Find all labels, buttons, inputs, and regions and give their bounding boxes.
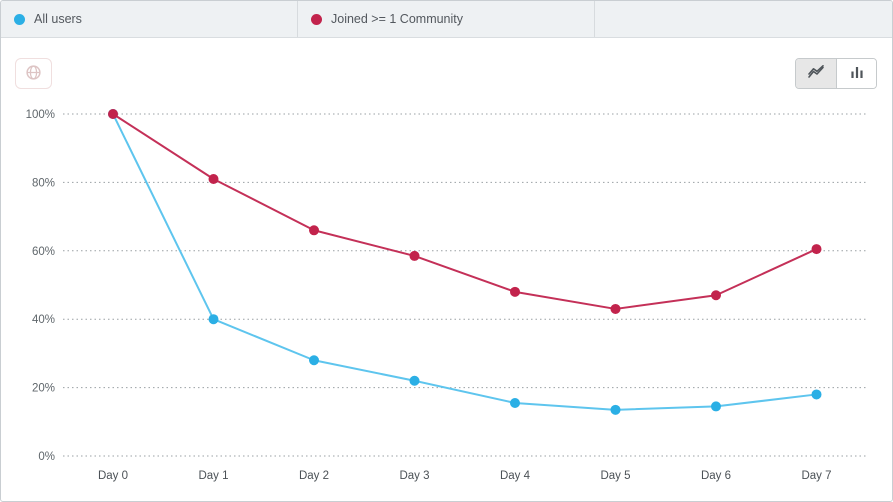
series-line (112, 113, 818, 411)
chart-type-toggle (795, 58, 877, 89)
legend-item-joined-community[interactable]: Joined >= 1 Community (298, 1, 595, 37)
y-tick-label: 0% (38, 451, 55, 463)
data-point[interactable] (711, 290, 721, 301)
globe-button[interactable] (15, 58, 52, 89)
data-point[interactable] (309, 355, 319, 366)
bar-chart-toggle-button[interactable] (836, 59, 876, 88)
globe-icon (25, 64, 42, 84)
data-point[interactable] (510, 286, 520, 297)
data-point[interactable] (208, 314, 219, 325)
data-point[interactable] (811, 244, 822, 255)
data-point[interactable] (409, 375, 420, 386)
legend-item-all-users[interactable]: All users (1, 1, 298, 37)
x-tick-label: Day 0 (98, 470, 128, 482)
legend-item-label: All users (34, 12, 82, 26)
x-tick-label: Day 5 (600, 470, 630, 482)
x-tick-label: Day 6 (701, 470, 731, 482)
data-point[interactable] (309, 225, 319, 236)
y-tick-label: 40% (32, 314, 55, 326)
data-point[interactable] (510, 397, 520, 408)
data-point[interactable] (711, 401, 721, 412)
retention-line-chart[interactable]: 100% 80% 60% 40% 20% 0% Day 0 Day 1 Day 2 Day 3 Da… (1, 38, 893, 502)
series-color-dot (311, 13, 322, 25)
data-point[interactable] (208, 173, 219, 184)
data-point[interactable] (610, 404, 621, 415)
bar-chart-icon (849, 65, 865, 82)
x-tick-label: Day 2 (299, 470, 329, 482)
x-tick-label: Day 1 (198, 470, 228, 482)
series-line (112, 113, 818, 310)
x-tick-label: Day 4 (500, 470, 531, 482)
data-point[interactable] (811, 389, 822, 400)
series-color-dot (14, 13, 25, 25)
y-tick-label: 20% (32, 383, 55, 395)
y-tick-label: 80% (32, 177, 55, 189)
x-tick-label: Day 7 (801, 470, 831, 482)
y-tick-label: 100% (26, 109, 55, 121)
line-chart-toggle-button[interactable] (796, 59, 836, 88)
x-tick-label: Day 3 (399, 470, 429, 482)
data-point[interactable] (409, 250, 420, 261)
legend-cell-empty (595, 1, 892, 37)
y-tick-label: 60% (32, 246, 55, 258)
legend-bar: All users Joined >= 1 Community (1, 1, 892, 38)
data-point[interactable] (108, 109, 118, 119)
data-point[interactable] (610, 303, 621, 314)
line-chart-icon (807, 65, 825, 82)
legend-item-label: Joined >= 1 Community (331, 12, 464, 26)
